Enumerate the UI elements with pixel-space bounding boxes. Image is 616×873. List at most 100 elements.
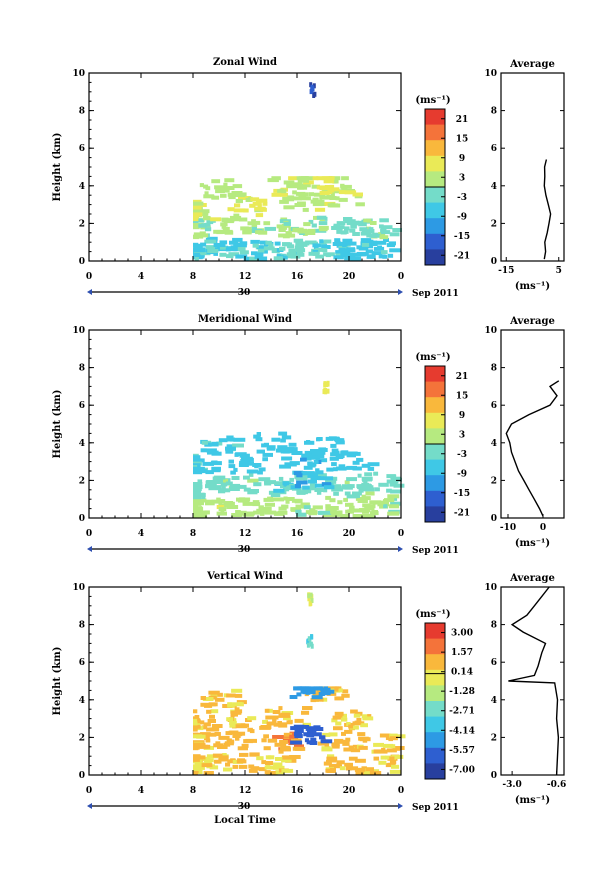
heatmap-cell	[296, 692, 302, 697]
heatmap-cell	[388, 504, 400, 509]
heatmap-cell	[291, 196, 302, 201]
heatmap-cell	[278, 476, 284, 481]
heatmap-cell	[300, 502, 310, 507]
heatmap-cell	[329, 498, 336, 503]
heatmap-cell	[335, 196, 340, 201]
heatmap-cell	[204, 703, 213, 708]
heatmap-cell	[365, 249, 374, 254]
heatmap-cell	[257, 204, 262, 209]
heatmap-cell	[370, 221, 377, 225]
heatmap-cell	[356, 252, 362, 257]
heatmap-cell	[307, 463, 316, 468]
heatmap-cell	[272, 719, 277, 724]
heatmap-cell	[300, 457, 307, 462]
heatmap-cell	[326, 769, 335, 773]
heatmap-cell	[256, 756, 264, 761]
heatmap-cell	[273, 488, 285, 493]
heatmap-cell	[263, 734, 269, 739]
average-y-tick-label: 10	[484, 583, 497, 593]
heatmap-cell	[376, 240, 387, 245]
colorbar-unit-label: (ms⁻¹)	[415, 95, 450, 106]
heatmap-cell	[193, 498, 202, 503]
heatmap-cell	[383, 504, 388, 509]
heatmap-cell	[234, 693, 243, 698]
heatmap-cell	[264, 502, 275, 507]
heatmap-cell	[282, 234, 290, 239]
heatmap-cell	[221, 486, 226, 491]
heatmap-cell	[193, 767, 202, 771]
heatmap-cell	[262, 201, 268, 206]
colorbar-segment	[425, 490, 445, 507]
heatmap-cell	[323, 488, 328, 493]
heatmap-cell	[312, 505, 323, 510]
colorbar-segment	[425, 140, 445, 157]
heatmap-cell	[364, 514, 375, 518]
heatmap-cell	[226, 444, 234, 449]
heatmap-cell	[308, 192, 314, 197]
heatmap-cell	[312, 692, 320, 697]
heatmap-cell	[340, 230, 347, 235]
heatmap-cell	[350, 256, 362, 261]
heatmap-cell	[263, 246, 275, 251]
heatmap-cell	[201, 233, 209, 238]
heatmap-cell	[354, 720, 362, 725]
heatmap-cell	[239, 752, 249, 757]
heatmap-cell	[225, 762, 231, 767]
heatmap-cell	[235, 724, 247, 729]
heatmap-cell	[279, 740, 288, 744]
heatmap-cell	[339, 454, 345, 458]
heatmap-cell	[294, 484, 301, 488]
panel-title: Vertical Wind	[206, 571, 283, 582]
heatmap-cell	[202, 756, 211, 761]
heatmap-cell	[291, 451, 303, 455]
heatmap-cell	[247, 478, 259, 483]
heatmap-cell	[279, 246, 286, 251]
heatmap-cell	[289, 477, 295, 482]
heatmap-cell	[338, 247, 346, 252]
heatmap-cell	[196, 734, 206, 739]
heatmap-cell	[257, 256, 268, 261]
colorbar-segment	[425, 654, 445, 671]
y-tick-label: 4	[79, 439, 85, 449]
heatmap-cell	[319, 227, 328, 232]
heatmap-cell	[319, 186, 331, 191]
heatmap-cell	[278, 722, 287, 727]
heatmap-cell	[389, 756, 395, 761]
heatmap-cell	[251, 219, 256, 224]
heatmap-cell	[213, 251, 218, 256]
heatmap-cell	[340, 253, 349, 258]
colorbar-segment	[425, 155, 445, 172]
heatmap-cell	[389, 769, 402, 774]
heatmap-cell	[250, 197, 260, 202]
heatmap-cell	[306, 440, 311, 444]
y-tick-label: 10	[72, 583, 85, 593]
heatmap-cell	[345, 737, 351, 742]
heatmap-cell	[313, 215, 321, 220]
heatmap-cell	[281, 446, 288, 451]
heatmap-cell	[307, 228, 316, 233]
heatmap-cell	[253, 510, 263, 515]
heatmap-cell	[266, 721, 276, 726]
colorbar-segment	[425, 249, 445, 266]
heatmap-cell	[286, 184, 298, 189]
heatmap-cell	[316, 215, 327, 220]
heatmap-cell	[371, 510, 378, 514]
heatmap-cell	[247, 716, 257, 721]
heatmap-cell	[229, 501, 235, 506]
average-frame	[500, 586, 565, 776]
heatmap-cell	[334, 179, 339, 184]
heatmap-cell	[226, 717, 234, 722]
heatmap-cell	[387, 511, 400, 516]
heatmap-cell	[294, 471, 305, 476]
heatmap-cell	[373, 749, 385, 754]
heatmap-cell	[317, 476, 324, 481]
heatmap-cell	[233, 467, 238, 472]
heatmap-cell	[203, 216, 211, 221]
heatmap-cell	[326, 176, 335, 181]
heatmap-cell	[207, 249, 219, 253]
y-axis-label: Height (km)	[52, 647, 63, 716]
date-bar-start-marker	[87, 289, 92, 295]
heatmap-cell	[373, 233, 381, 238]
heatmap-cell	[295, 504, 306, 509]
colorbar-tick-label: 3	[459, 430, 465, 440]
